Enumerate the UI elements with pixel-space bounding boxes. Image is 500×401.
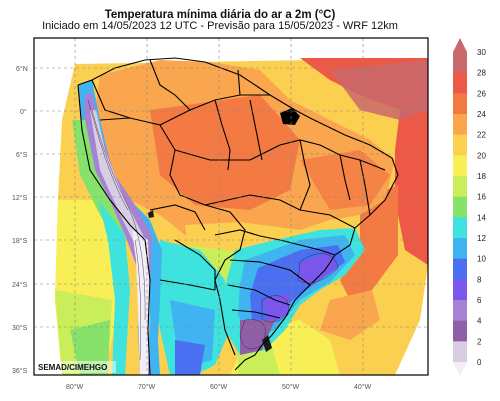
colorbar-label: 6	[477, 296, 482, 305]
colorbar-segment	[453, 300, 467, 322]
colorbar-label: 20	[477, 151, 486, 160]
lat-label: 36°S	[12, 367, 28, 375]
colorbar-label: 4	[477, 317, 482, 326]
colorbar-segment	[453, 155, 467, 177]
map-field	[34, 38, 428, 375]
lon-label: 70°W	[138, 383, 156, 391]
colorbar-min-arrow	[453, 362, 467, 376]
lat-label: 0°	[20, 108, 27, 116]
lat-label: 6°S	[16, 151, 28, 159]
colorbar-segment	[453, 320, 467, 342]
lon-label: 60°W	[210, 383, 228, 391]
colorbar-segment	[453, 176, 467, 198]
colorbar-label: 24	[477, 110, 486, 119]
latitude-labels: 6°N 0° 6°S 12°S 18°S 24°S 30°S 36°S	[12, 65, 28, 375]
colorbar-label: 22	[477, 131, 486, 140]
map-frame	[33, 37, 429, 376]
colorbar-label: 26	[477, 89, 486, 98]
colorbar-segment	[453, 114, 467, 136]
longitude-labels: 80°W 70°W 60°W 50°W 40°W	[66, 383, 372, 391]
colorbar-segment	[453, 279, 467, 301]
graticule	[34, 38, 428, 375]
map-subtitle: Iniciado em 14/05/2023 12 UTC - Previsão…	[42, 20, 398, 32]
lat-label: 6°N	[16, 65, 28, 73]
colorbar-segment	[453, 196, 467, 218]
colorbar-label: 30	[477, 48, 486, 57]
colorbar-label: 18	[477, 172, 486, 181]
colorbar-segment	[453, 93, 467, 115]
lon-label: 40°W	[354, 383, 372, 391]
colorbar-label: 14	[477, 213, 486, 222]
lon-label: 80°W	[66, 383, 84, 391]
colorbar-label: 10	[477, 255, 486, 264]
colorbar-label: 0	[477, 358, 482, 367]
colorbar-label: 2	[477, 337, 482, 346]
colorbar-segment	[453, 134, 467, 156]
lat-label: 30°S	[12, 324, 28, 332]
colorbar-label: 28	[477, 69, 486, 78]
colorbar-segment	[453, 217, 467, 239]
colorbar-segment	[453, 238, 467, 260]
colorbar-label: 8	[477, 275, 482, 284]
colorbar-segment	[453, 341, 467, 363]
country-borders	[77, 57, 399, 376]
lon-label: 50°W	[282, 383, 300, 391]
credit-label: SEMAD/CIMEHGO	[38, 363, 107, 372]
lat-label: 12°S	[12, 194, 28, 202]
colorbar-label: 16	[477, 193, 486, 202]
colorbar-segment	[453, 52, 467, 74]
colorbar-segment	[453, 258, 467, 280]
colorbar-label: 12	[477, 234, 486, 243]
map-title: Temperatura mínima diária do ar a 2m (°C…	[104, 9, 336, 21]
colorbar-max-arrow	[453, 38, 467, 52]
lat-label: 18°S	[12, 237, 28, 245]
lat-label: 24°S	[12, 281, 28, 289]
colorbar-segment	[453, 72, 467, 94]
